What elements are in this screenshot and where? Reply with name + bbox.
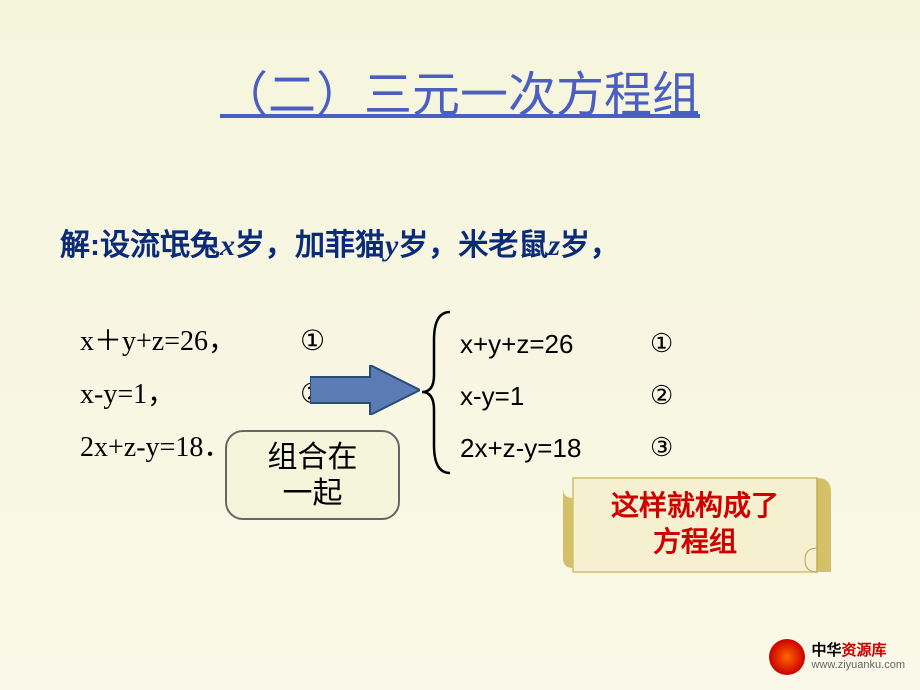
left-eq-row: x＋y+z=26， ① <box>80 315 325 368</box>
note-line-1: 这样就构成了 <box>555 488 835 524</box>
left-eq-2: x-y=1， <box>80 368 290 421</box>
logo-url: www.ziyuanku.com <box>811 659 905 671</box>
right-eq-1: x+y+z=26 <box>460 329 650 360</box>
left-brace-icon <box>420 310 458 475</box>
right-equation-list: x+y+z=26 ① x-y=1 ② 2x+z-y=18 ③ <box>460 318 673 474</box>
left-eq-1: x＋y+z=26， <box>80 315 290 368</box>
note-line-2: 方程组 <box>555 524 835 560</box>
left-eq-row: x-y=1， ② <box>80 368 325 421</box>
conclusion-scroll: 这样就构成了 方程组 <box>555 470 835 580</box>
logo-cn-pre: 中华 <box>811 642 841 659</box>
var-y: y <box>385 229 398 262</box>
combine-label-box: 组合在 一起 <box>225 430 400 520</box>
right-eq-2: x-y=1 <box>460 381 650 412</box>
right-eq-3-num: ③ <box>650 433 673 463</box>
left-eq-1-num: ① <box>300 315 325 368</box>
var-x: x <box>220 229 235 262</box>
right-eq-row: 2x+z-y=18 ③ <box>460 422 673 474</box>
logo-badge-icon <box>769 639 805 675</box>
arrow-icon <box>310 365 420 415</box>
setup-prefix: 解:设流氓兔 <box>60 229 220 262</box>
right-eq-1-num: ① <box>650 329 673 359</box>
right-eq-3: 2x+z-y=18 <box>460 433 650 464</box>
right-eq-row: x+y+z=26 ① <box>460 318 673 370</box>
logo-cn-red: 资源库 <box>841 642 886 659</box>
problem-setup: 解:设流氓兔x岁，加菲猫y岁，米老鼠z岁， <box>60 220 920 264</box>
right-eq-2-num: ② <box>650 381 673 411</box>
setup-m3: 岁， <box>560 229 620 262</box>
right-eq-row: x-y=1 ② <box>460 370 673 422</box>
combine-label: 组合在 一起 <box>268 441 358 510</box>
setup-m1: 岁，加菲猫 <box>235 229 385 262</box>
conclusion-text: 这样就构成了 方程组 <box>555 488 835 561</box>
logo-text: 中华资源库 www.ziyuanku.com <box>811 643 905 672</box>
watermark-logo: 中华资源库 www.ziyuanku.com <box>769 639 905 675</box>
var-z: z <box>548 229 560 262</box>
slide-title: （二）三元一次方程组 <box>0 0 920 125</box>
setup-m2: 岁，米老鼠 <box>398 229 548 262</box>
